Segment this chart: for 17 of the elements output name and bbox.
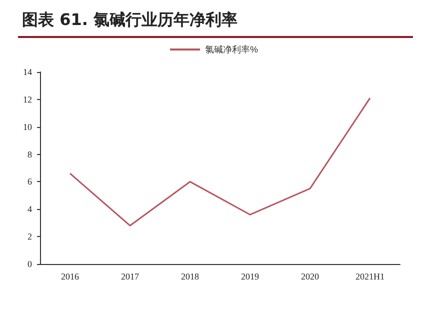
x-tick-label: 2018 xyxy=(181,272,200,282)
x-tick-label: 2017 xyxy=(121,272,140,282)
x-tick-label: 2020 xyxy=(301,272,320,282)
y-tick-label: 6 xyxy=(28,176,32,187)
x-tick-label: 2021H1 xyxy=(356,272,384,282)
x-tick-label: 2016 xyxy=(61,272,80,282)
y-tick-label: 4 xyxy=(28,204,32,214)
x-tick-label: 2019 xyxy=(241,272,260,282)
line-series xyxy=(69,97,371,226)
y-tick-label: 14 xyxy=(23,67,32,77)
y-tick-label: 8 xyxy=(28,149,32,160)
chart-title: 图表 61. 氯碱行业历年净利率 xyxy=(22,10,238,31)
y-tick-label: 0 xyxy=(28,259,32,269)
y-tick-label: 2 xyxy=(28,232,32,242)
y-tick-label: 12 xyxy=(23,94,32,104)
y-tick-label: 10 xyxy=(23,122,32,132)
legend-label: 氯碱净利率% xyxy=(205,44,258,54)
